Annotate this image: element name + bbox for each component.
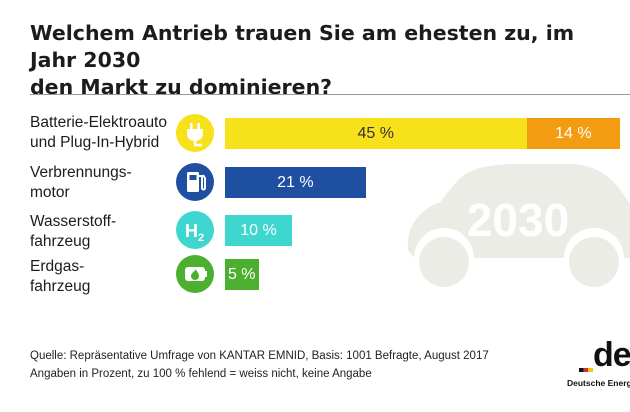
car-front-wheel — [419, 237, 469, 287]
bar-hydrogen: 10 % — [225, 215, 292, 246]
row-label-battery-line-1: Batterie-Elektroauto — [30, 114, 167, 131]
hydrogen-icon: H 2 — [176, 211, 214, 249]
row-label-hydrogen-line-1: Wasserstoff- — [30, 213, 117, 230]
bar-plug-in-hybrid-label: 14 % — [555, 124, 592, 142]
source-note: Quelle: Repräsentative Umfrage von KANTA… — [30, 350, 489, 362]
bar-battery-electric-label: 45 % — [357, 124, 394, 142]
row-label-hydrogen: Wasserstoff- fahrzeug — [30, 212, 116, 252]
fuel-pump-icon — [176, 163, 214, 201]
logo-mark: de — [593, 336, 630, 374]
logo-name: Deutsche Energ — [567, 378, 630, 388]
bar-combustion: 21 % — [225, 167, 366, 198]
row-label-natural-gas-line-1: Erdgas- — [30, 258, 85, 275]
car-rear-wheel — [569, 237, 619, 287]
bar-natural-gas-label: 5 % — [227, 265, 256, 283]
row-label-combustion: Verbrennungs- motor — [30, 163, 132, 203]
hydrogen-icon-symbol: H — [185, 221, 198, 241]
bar-hydrogen-label: 10 % — [240, 221, 277, 239]
plug-icon — [176, 114, 214, 152]
row-label-combustion-line-1: Verbrennungs- — [30, 164, 132, 181]
hydrogen-icon-subscript: 2 — [198, 232, 204, 244]
row-label-combustion-line-2: motor — [30, 184, 70, 201]
car-body-shape — [407, 164, 630, 258]
gas-flame-icon — [176, 255, 214, 293]
chart-title-line-1: Welchem Antrieb trauen Sie am ehesten zu… — [30, 21, 575, 72]
watermark-year: 2030 — [467, 194, 569, 246]
row-label-battery: Batterie-Elektroauto und Plug-In-Hybrid — [30, 113, 167, 153]
bar-plug-in-hybrid: 14 % — [526, 118, 621, 149]
row-label-natural-gas: Erdgas- fahrzeug — [30, 257, 90, 297]
row-label-battery-line-2: und Plug-In-Hybrid — [30, 134, 160, 151]
bar-natural-gas: 5 % — [225, 259, 259, 290]
title-divider — [30, 94, 630, 95]
bar-combustion-label: 21 % — [277, 173, 314, 191]
chart-title: Welchem Antrieb trauen Sie am ehesten zu… — [30, 20, 620, 101]
row-label-natural-gas-line-2: fahrzeug — [30, 278, 91, 295]
footnote: Angaben in Prozent, zu 100 % fehlend = w… — [30, 368, 372, 380]
row-label-hydrogen-line-2: fahrzeug — [30, 233, 91, 250]
chart-title-line-2: den Markt zu dominieren? — [30, 75, 333, 99]
bar-battery-electric: 45 % — [225, 118, 527, 149]
car-2030-watermark: 2030 — [407, 164, 630, 287]
logo-flag-dash — [579, 368, 593, 372]
